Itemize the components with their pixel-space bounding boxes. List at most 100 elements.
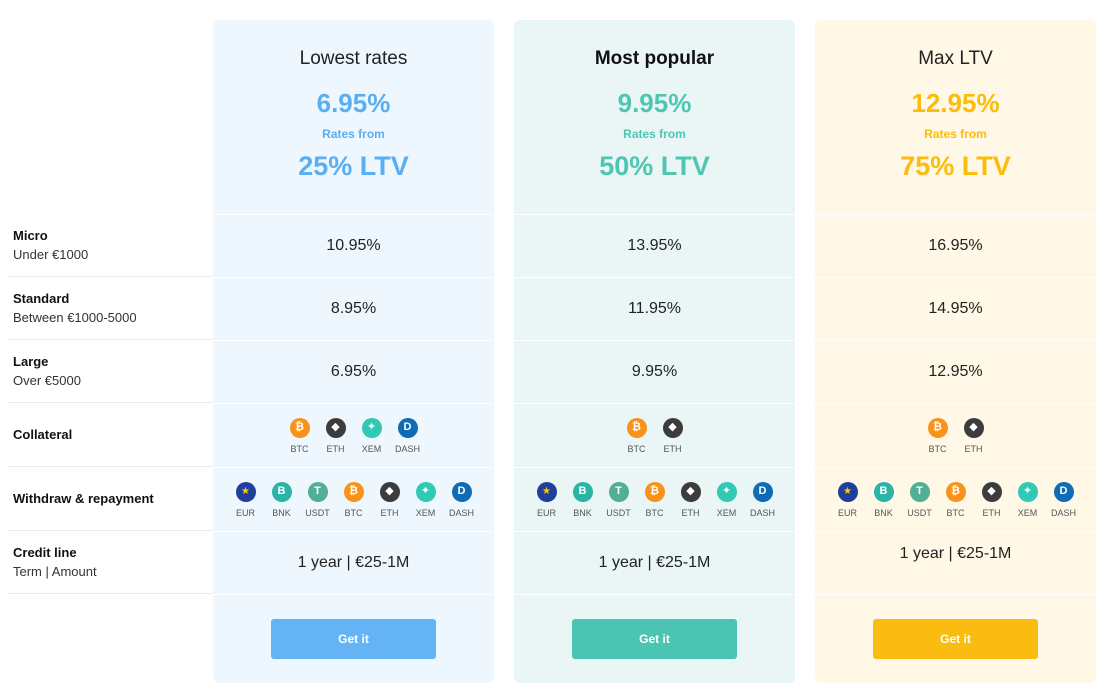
plan-rates-from: Rates from — [623, 127, 686, 141]
plan-collateral: ₿ BTC ◆ ETH — [815, 403, 1096, 467]
eu-flag-icon: ★ — [235, 481, 256, 502]
plan-title: Max LTV — [918, 48, 993, 69]
plan-cta-area: Get it — [213, 594, 494, 682]
dash-icon: D — [752, 481, 773, 502]
coin-dash: D DASH — [1050, 481, 1077, 518]
plan-standard-rate: 11.95% — [514, 277, 795, 340]
plan-large-rate: 9.95% — [514, 340, 795, 403]
coin-label: XEM — [1017, 507, 1038, 518]
collateral-coin-list: ₿ BTC ◆ ETH — [624, 417, 686, 454]
coin-label: DASH — [1050, 507, 1076, 518]
plan-micro-rate: 10.95% — [213, 214, 494, 277]
plan-title: Lowest rates — [299, 48, 408, 69]
row-label-credit-line: Credit line Term | Amount — [8, 531, 212, 594]
dash-icon: D — [451, 481, 472, 502]
plan-ltv: 75% LTV — [900, 151, 1011, 181]
coin-eur: ★ EUR — [534, 481, 560, 518]
plan-large-rate: 12.95% — [815, 340, 1096, 403]
plan-header: Max LTV 12.95% Rates from 75% LTV — [815, 20, 1096, 214]
coin-btc: ₿ BTC — [642, 481, 668, 518]
plan-title: Most popular — [594, 48, 715, 69]
dash-icon: D — [397, 417, 418, 438]
ethereum-icon: ◆ — [325, 417, 346, 438]
plan-credit-line-value: 1 year | €25-1M — [598, 554, 711, 571]
plan-standard-rate: 8.95% — [213, 277, 494, 340]
coin-btc: ₿ BTC — [341, 481, 367, 518]
dash-icon: D — [1053, 481, 1074, 502]
row-label-subtitle: Over €5000 — [13, 373, 81, 388]
bitcoin-icon: ₿ — [343, 481, 364, 502]
coin-eth: ◆ ETH — [979, 481, 1005, 518]
bitcoin-icon: ₿ — [289, 417, 310, 438]
row-label-standard: Standard Between €1000-5000 — [8, 277, 212, 340]
plan-header: Lowest rates 6.95% Rates from 25% LTV — [213, 20, 494, 214]
row-label-title: Withdraw & repayment — [13, 491, 154, 506]
bankera-icon: B — [572, 481, 593, 502]
plan-credit-line: 1 year | €25-1M — [213, 531, 494, 594]
row-label-collateral: Collateral — [8, 403, 212, 467]
coin-bnk: B BNK — [871, 481, 897, 518]
coin-usdt: T USDT — [606, 481, 632, 518]
coin-eur: ★ EUR — [835, 481, 861, 518]
plan-card-most-popular: Most popular 9.95% Rates from 50% LTV 13… — [514, 20, 795, 683]
get-it-button[interactable]: Get it — [572, 618, 737, 659]
row-label-title: Standard — [13, 291, 70, 306]
row-label-title: Collateral — [13, 427, 73, 442]
plan-card-max-ltv: Max LTV 12.95% Rates from 75% LTV 16.95%… — [815, 20, 1096, 683]
nem-icon: ✦ — [1017, 481, 1038, 502]
coin-xem: ✦ XEM — [1015, 481, 1041, 518]
coin-label: ETH — [964, 443, 983, 454]
row-label-withdraw: Withdraw & repayment — [8, 467, 212, 531]
row-label-subtitle: Between €1000-5000 — [13, 310, 137, 325]
plan-card-lowest-rates: Lowest rates 6.95% Rates from 25% LTV 10… — [213, 20, 494, 683]
coin-eth: ◆ ETH — [377, 481, 403, 518]
ethereum-icon: ◆ — [379, 481, 400, 502]
coin-eth: ◆ ETH — [323, 417, 349, 454]
coin-label: ETH — [681, 507, 700, 518]
ethereum-icon: ◆ — [680, 481, 701, 502]
coin-label: DASH — [448, 507, 474, 518]
coin-xem: ✦ XEM — [413, 481, 439, 518]
coin-label: USDT — [606, 507, 631, 518]
plan-rate: 6.95% — [316, 88, 391, 118]
coin-label: USDT — [305, 507, 330, 518]
coin-dash: D DASH — [394, 417, 421, 454]
tether-icon: T — [307, 481, 328, 502]
nem-icon: ✦ — [415, 481, 436, 502]
coin-label: EUR — [837, 507, 857, 518]
bankera-icon: B — [271, 481, 292, 502]
ethereum-icon: ◆ — [662, 417, 683, 438]
coin-btc: ₿ BTC — [925, 417, 951, 454]
coin-label: ETH — [982, 507, 1001, 518]
plan-ltv: 25% LTV — [298, 151, 409, 181]
ethereum-icon: ◆ — [963, 417, 984, 438]
coin-label: DASH — [394, 443, 420, 454]
eu-flag-icon: ★ — [536, 481, 557, 502]
coin-label: ETH — [663, 443, 682, 454]
get-it-button[interactable]: Get it — [873, 618, 1038, 659]
plan-credit-line-value: 1 year | €25-1M — [899, 545, 1012, 562]
coin-label: XEM — [415, 507, 436, 518]
tether-icon: T — [608, 481, 629, 502]
get-it-button[interactable]: Get it — [271, 618, 436, 659]
coin-usdt: T USDT — [907, 481, 933, 518]
bitcoin-icon: ₿ — [945, 481, 966, 502]
coin-label: USDT — [907, 507, 932, 518]
plan-withdraw-repayment: ★ EUR B BNK T USDT ₿ BTC ◆ ETH ✦ XEM D DASH — [514, 467, 795, 531]
coin-eth: ◆ ETH — [678, 481, 704, 518]
coin-bnk: B BNK — [570, 481, 596, 518]
row-label-title: Credit line — [13, 545, 77, 560]
coin-dash: D DASH — [448, 481, 475, 518]
withdraw-coin-list: ★ EUR B BNK T USDT ₿ BTC ◆ ETH ✦ XEM D DASH — [233, 481, 475, 518]
plan-withdraw-repayment: ★ EUR B BNK T USDT ₿ BTC ◆ ETH ✦ XEM D DASH — [213, 467, 494, 531]
coin-label: DASH — [749, 507, 775, 518]
plan-micro-rate: 16.95% — [815, 214, 1096, 277]
nem-icon: ✦ — [361, 417, 382, 438]
coin-bnk: B BNK — [269, 481, 295, 518]
coin-label: BNK — [272, 507, 291, 518]
coin-eth: ◆ ETH — [961, 417, 987, 454]
coin-btc: ₿ BTC — [624, 417, 650, 454]
plan-rate: 12.95% — [911, 88, 1000, 118]
plan-collateral: ₿ BTC ◆ ETH ✦ XEM D DASH — [213, 403, 494, 467]
coin-label: ETH — [326, 443, 345, 454]
